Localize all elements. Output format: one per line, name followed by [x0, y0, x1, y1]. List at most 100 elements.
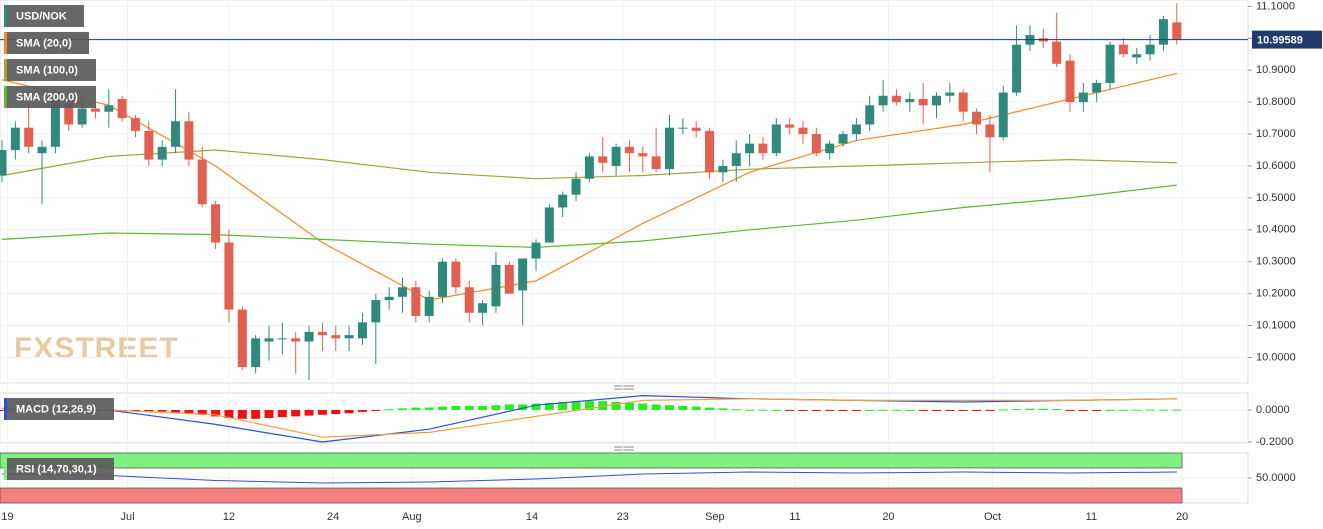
y-tick-label: 10.0000	[1256, 351, 1296, 363]
histogram-bar	[745, 409, 755, 411]
candle-body	[464, 287, 474, 313]
histogram-bar	[825, 409, 835, 411]
histogram-bar	[304, 409, 314, 416]
panel-handle[interactable]	[614, 385, 634, 390]
histogram-bar	[918, 409, 928, 411]
histogram-bar	[491, 405, 501, 410]
y-tick-label: 10.9000	[1256, 64, 1296, 76]
histogram-bar	[504, 404, 514, 410]
histogram-bar	[998, 409, 1008, 411]
x-tick-label: Sep	[705, 511, 725, 523]
histogram-bar	[611, 401, 621, 410]
histogram-bar	[638, 403, 648, 410]
candle-body	[104, 105, 114, 112]
y-tick-label: 10.4000	[1256, 224, 1296, 236]
candle-body	[838, 134, 848, 144]
panel-handle[interactable]	[614, 446, 634, 451]
y-tick-label: 10.2000	[1256, 288, 1296, 300]
histogram-bar	[1132, 409, 1142, 411]
x-tick-label: 20	[882, 511, 894, 523]
candle-body	[90, 108, 100, 112]
histogram-bar	[1118, 409, 1128, 411]
x-tick-label: Aug	[402, 511, 422, 523]
indicator-line	[1, 398, 1177, 438]
legend-box	[4, 59, 96, 81]
histogram-bar	[518, 404, 528, 410]
histogram-bar	[678, 405, 688, 410]
candle-body	[251, 338, 261, 368]
candle-body	[64, 98, 74, 125]
candle-body	[558, 194, 568, 208]
candle-body	[10, 127, 20, 151]
histogram-bar	[1172, 409, 1182, 411]
candle-body	[24, 127, 34, 147]
candle-body	[144, 130, 154, 160]
histogram-bar	[251, 409, 261, 419]
histogram-bar	[451, 405, 461, 410]
legend-swatch	[4, 59, 7, 81]
x-tick-label: 24	[327, 511, 339, 523]
candle-body	[1092, 82, 1102, 93]
candle-body	[224, 242, 234, 310]
histogram-bar	[771, 409, 781, 411]
candle-body	[972, 111, 982, 125]
candle-body	[384, 296, 394, 301]
candle-body	[1105, 44, 1115, 83]
candle-body	[544, 207, 554, 243]
candle-body	[651, 156, 661, 170]
histogram-bar	[464, 405, 474, 410]
candle-body	[371, 300, 381, 323]
histogram-bar	[665, 405, 674, 410]
y-tick-label: 10.7000	[1256, 128, 1296, 140]
legend-label: SMA (200,0)	[16, 91, 78, 103]
candle-body	[531, 242, 541, 259]
histogram-bar	[1105, 409, 1115, 411]
histogram-bar	[731, 409, 741, 411]
candle-body	[438, 261, 448, 297]
histogram-bar	[424, 407, 434, 410]
legend-swatch	[4, 86, 7, 108]
candle-body	[1172, 22, 1182, 40]
candle-body	[731, 153, 741, 166]
candle-body	[491, 264, 501, 307]
candle-body	[411, 287, 421, 316]
y-tick-label: 11.1000	[1256, 0, 1295, 12]
histogram-bar	[1145, 409, 1155, 411]
last-price-box	[1252, 30, 1322, 49]
rsi-band	[0, 487, 1183, 504]
histogram-bar	[624, 402, 634, 410]
candle-body	[945, 92, 955, 96]
histogram-bar	[1158, 409, 1168, 411]
histogram-bar	[945, 409, 955, 411]
histogram-bar	[344, 409, 354, 414]
candle-body	[197, 159, 207, 205]
candle-body	[277, 338, 287, 340]
histogram-bar	[905, 409, 915, 411]
candle-body	[718, 165, 728, 173]
candle-body	[1052, 41, 1062, 64]
histogram-bar	[571, 401, 581, 410]
candle-body	[1145, 44, 1155, 55]
candle-body	[851, 124, 861, 135]
candle-body	[811, 134, 821, 154]
candle-body	[865, 105, 875, 125]
y-tick-label: 10.6000	[1256, 160, 1296, 172]
histogram-bar	[171, 409, 181, 413]
histogram-bar	[865, 409, 875, 411]
legend-box	[4, 32, 89, 54]
histogram-bar	[838, 409, 848, 411]
histogram-bar	[972, 409, 982, 411]
candle-body	[211, 204, 221, 243]
candle-body	[878, 95, 888, 106]
histogram-bar	[544, 402, 554, 410]
candle-body	[131, 118, 140, 131]
histogram-bar	[398, 408, 407, 410]
y-tick-label: 50.0000	[1256, 472, 1296, 484]
histogram-bar	[144, 409, 154, 412]
x-tick-label: 19	[1, 511, 13, 523]
candle-body	[571, 178, 581, 195]
histogram-bar	[891, 409, 901, 411]
legend-label: SMA (100,0)	[16, 64, 78, 76]
x-tick-label: 11	[1086, 511, 1097, 523]
x-tick-label: Oct	[984, 511, 1001, 523]
